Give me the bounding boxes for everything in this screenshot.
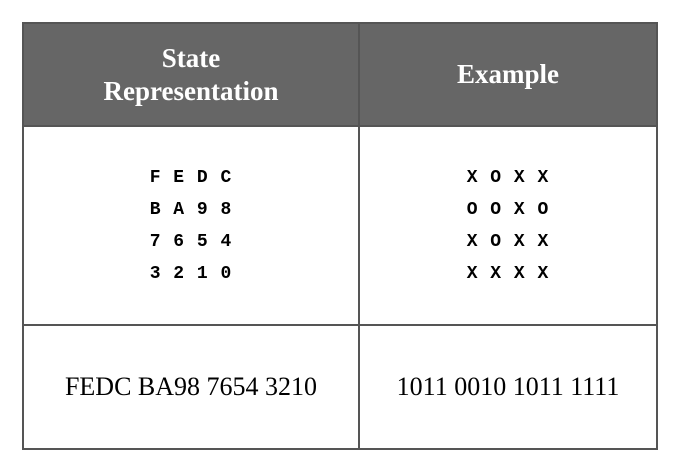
header-line: State	[161, 42, 221, 73]
example-serial-cell: 1011 0010 1011 1111	[360, 326, 656, 448]
grid-row: X O X X	[466, 231, 550, 252]
header-example: Example	[360, 24, 656, 125]
grid-row: B A 9 8	[149, 199, 233, 220]
state-grid: F E D C B A 9 8 7 6 5 4 3 2 1 0	[150, 162, 233, 290]
header-line: Example	[456, 59, 559, 89]
example-grid-cell: X O X X O O X O X O X X X X X X	[360, 127, 656, 324]
grid-row: 3 2 1 0	[149, 263, 233, 284]
grid-row: X O X X	[466, 167, 550, 188]
grid-row: X X X X	[466, 263, 550, 284]
example-serial: 1011 0010 1011 1111	[396, 372, 620, 401]
grid-row: F E D C	[149, 167, 233, 188]
header-line: Representation	[103, 75, 279, 106]
state-serial-cell: FEDC BA98 7654 3210	[24, 326, 358, 448]
state-representation-table: State Representation Example F E D C B A…	[22, 22, 658, 450]
example-grid: X O X X O O X O X O X X X X X X	[467, 162, 550, 290]
state-grid-cell: F E D C B A 9 8 7 6 5 4 3 2 1 0	[24, 127, 358, 324]
grid-row: O O X O	[466, 199, 550, 220]
state-serial: FEDC BA98 7654 3210	[64, 372, 318, 401]
header-state-representation: State Representation	[24, 24, 358, 125]
grid-row: 7 6 5 4	[149, 231, 233, 252]
